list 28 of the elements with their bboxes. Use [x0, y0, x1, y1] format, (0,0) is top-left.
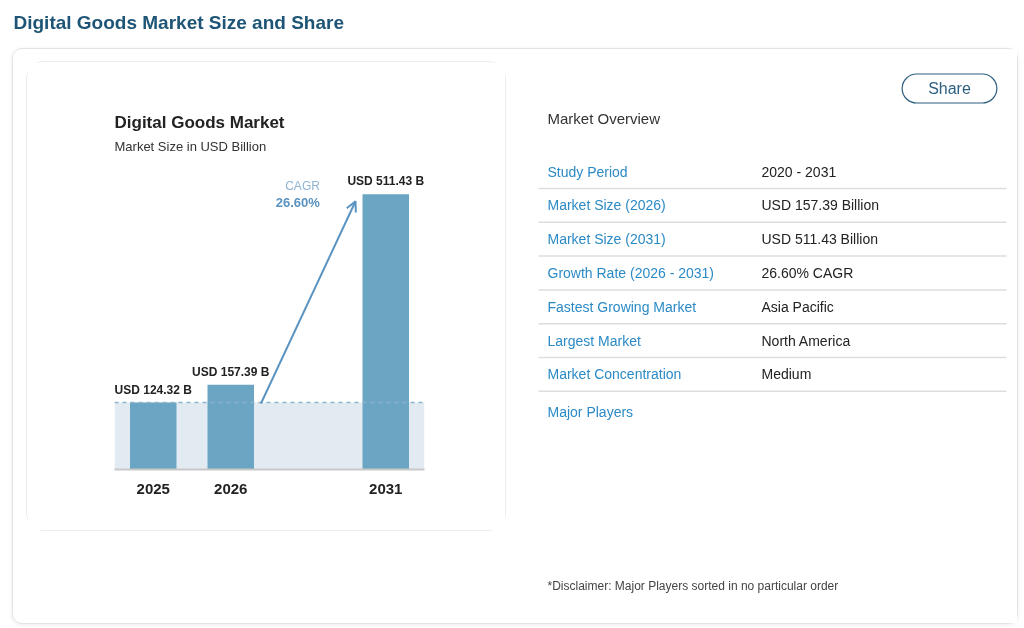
text: Study Period [547, 163, 628, 180]
text: Market Overview [547, 110, 661, 127]
data-label: USD 124.32 B [114, 382, 193, 397]
x-tick-label: 2031 [369, 479, 403, 497]
text: USD 157.39 Billion [761, 197, 880, 214]
x-tick-label: 2026 [214, 479, 248, 497]
text: Growth Rate (2026 - 2031) [547, 264, 715, 281]
text: Asia Pacific [761, 298, 834, 315]
text: USD 511.43 Billion [761, 231, 878, 248]
text: Digital Goods Market Size and Share [13, 12, 344, 33]
text: Market Size (2026) [547, 197, 666, 214]
text: Medium [761, 366, 812, 383]
text: 2020 - 2031 [761, 163, 837, 180]
text: Largest Market [547, 332, 641, 349]
data-label: USD 157.39 B [192, 364, 270, 379]
chart-title: Digital Goods Market [114, 112, 285, 132]
text: North America [761, 332, 851, 349]
text: Market Concentration [547, 366, 682, 383]
chart-subtitle: Market Size in USD Billion [114, 138, 267, 154]
text: Share [928, 80, 971, 97]
text: Market Size (2031) [547, 231, 666, 248]
x-tick-label: 2025 [136, 479, 170, 497]
text: Fastest Growing Market [547, 298, 697, 315]
text: Major Players [547, 404, 634, 421]
text: *Disclaimer: Major Players sorted in no particular order [547, 578, 839, 593]
annotation: CAGR 26.60% [275, 179, 321, 210]
data-label: USD 511.43 B [347, 174, 425, 189]
text: 26.60% CAGR [761, 264, 854, 281]
